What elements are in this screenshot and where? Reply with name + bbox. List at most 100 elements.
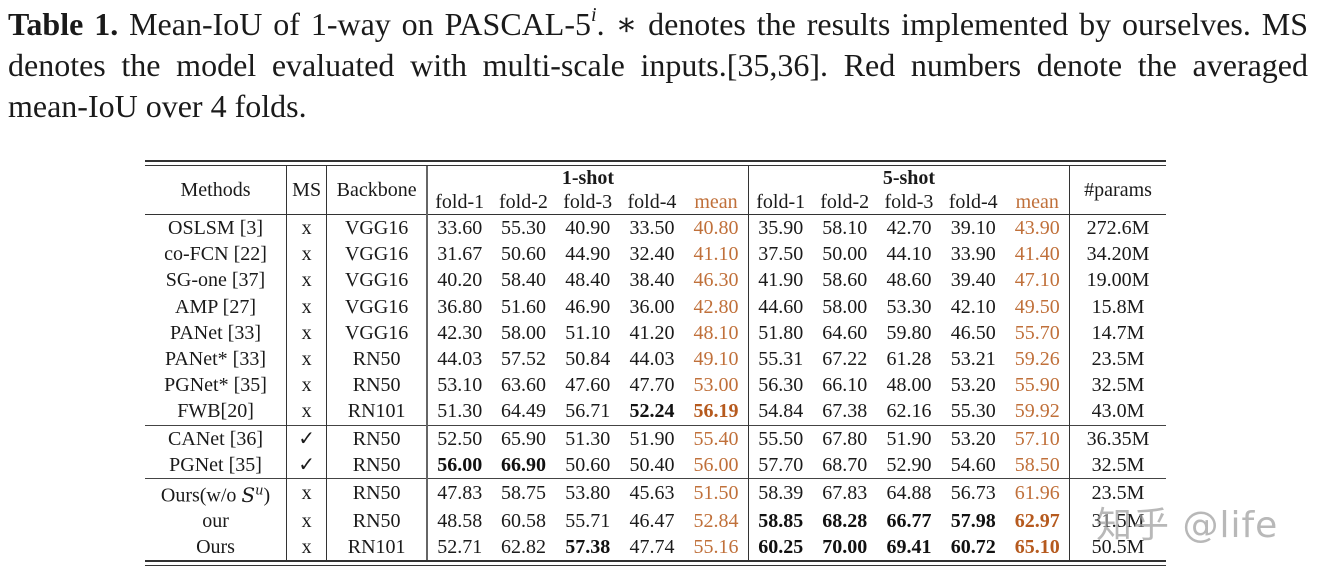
cell-5shot-mean: 47.10 — [1014, 269, 1060, 292]
cell-params: 50.5M — [1069, 533, 1166, 560]
bottom-rule-2 — [145, 564, 1166, 566]
cell-backbone: VGG16 — [326, 293, 428, 320]
caption-label: Table 1. — [8, 6, 119, 42]
cell-1shot-mean: 41.10 — [693, 243, 739, 266]
cell-ms: x — [286, 507, 327, 534]
cell-backbone: VGG16 — [326, 267, 428, 294]
table-row: Ours x RN101 52.71 62.82 57.38 47.74 55.16 60.25… — [145, 533, 1166, 560]
header-1shot-fold-1: fold-1 — [426, 190, 492, 215]
header-params: #params — [1069, 166, 1166, 215]
cell-5shot-fold-3: 48.00 — [886, 374, 932, 397]
cell-1shot-fold-2: 66.90 — [500, 453, 546, 476]
cell-1shot-mean: 46.30 — [693, 269, 739, 292]
cell-5shot-fold-1: 58.85 — [747, 507, 813, 534]
cell-backbone: RN50 — [326, 345, 428, 373]
cell-5shot-fold-1: 58.39 — [747, 477, 813, 508]
cell-5shot-fold-3: 48.60 — [886, 269, 932, 292]
cell-5shot-fold-1: 44.60 — [747, 293, 813, 320]
cell-1shot-mean: 56.19 — [693, 400, 739, 423]
method-text: Ours(w/o — [160, 484, 242, 507]
cell-5shot-fold-1: 35.90 — [747, 214, 813, 242]
cell-5shot-fold-3: 61.28 — [886, 348, 932, 371]
header-1shot-mean: mean — [684, 190, 749, 215]
cell-5shot-fold-3: 69.41 — [886, 535, 932, 558]
header-5shot-fold-4: fold-4 — [941, 190, 1006, 215]
cell-5shot-fold-2: 67.38 — [822, 400, 868, 423]
cell-1shot-fold-3: 40.90 — [565, 217, 611, 240]
cell-ms: x — [286, 241, 327, 268]
cell-5shot-fold-2: 58.10 — [822, 217, 868, 240]
cell-params: 15.8M — [1069, 293, 1166, 320]
table-row: PGNet* [35] x RN50 53.10 63.60 47.60 47.70 53.0… — [145, 372, 1166, 399]
cell-1shot-fold-1: 52.71 — [426, 533, 492, 560]
cell-params: 32.5M — [1069, 372, 1166, 399]
cell-1shot-mean: 42.80 — [693, 295, 739, 318]
cell-method: PANet [33] — [170, 321, 261, 344]
cell-ms: x — [286, 477, 327, 508]
cell-5shot-fold-1: 37.50 — [747, 241, 813, 268]
cell-5shot-fold-1: 56.30 — [747, 372, 813, 399]
cell-1shot-fold-2: 51.60 — [500, 295, 546, 318]
method-math-symbol: Su — [241, 483, 263, 507]
cell-params: 272.6M — [1069, 214, 1166, 242]
table-row: PANet [33] x VGG16 42.30 58.00 51.10 41.20 48.1… — [145, 319, 1166, 346]
cell-1shot-fold-3: 46.90 — [565, 295, 611, 318]
cell-method: Ours(w/o Su) — [145, 477, 287, 508]
header-5shot-fold-2: fold-2 — [812, 190, 877, 215]
cell-ms: ✓ — [286, 451, 327, 479]
cell-1shot-fold-1: 47.83 — [426, 477, 492, 508]
cell-backbone: RN50 — [326, 424, 428, 452]
cell-1shot-fold-4: 47.74 — [629, 535, 675, 558]
cell-5shot-fold-4: 56.73 — [941, 477, 1006, 508]
method-tail: ) — [263, 484, 271, 507]
cell-5shot-fold-2: 67.80 — [812, 424, 877, 452]
cell-params: 23.5M — [1069, 345, 1166, 373]
cell-method: Ours — [196, 535, 235, 558]
cell-method: PGNet* [35] — [164, 374, 267, 397]
header-5-shot: 5-shot — [747, 166, 1070, 190]
cell-1shot-fold-2: 63.60 — [500, 374, 546, 397]
cell-1shot-fold-2: 50.60 — [500, 243, 546, 266]
cell-1shot-fold-4: 45.63 — [619, 477, 685, 508]
cell-backbone: RN101 — [326, 533, 428, 560]
cell-ms: x — [286, 398, 327, 425]
cell-5shot-mean: 55.90 — [1014, 374, 1060, 397]
bottom-rule — [145, 559, 1166, 562]
table-row: OSLSM [3] x VGG16 33.60 55.30 40.90 33.50 40.80… — [145, 214, 1166, 242]
cell-ms: x — [286, 345, 327, 373]
cell-1shot-mean: 55.40 — [684, 424, 749, 452]
cell-1shot-fold-2: 65.90 — [491, 424, 556, 452]
table-row: SG-one [37] x VGG16 40.20 58.40 48.40 38.40 46.… — [145, 267, 1166, 294]
cell-backbone: VGG16 — [326, 319, 428, 346]
cell-1shot-fold-1: 48.58 — [426, 507, 492, 534]
cell-1shot-fold-4: 33.50 — [629, 217, 675, 240]
header-1shot-fold-2: fold-2 — [491, 190, 556, 215]
table-row: CANet [36] ✓ RN50 52.50 65.90 51.30 51.90 55.40… — [145, 424, 1166, 452]
cell-1shot-fold-1: 36.80 — [426, 293, 492, 320]
caption-text-1: Mean-IoU of 1-way on PASCAL-5 — [118, 6, 591, 42]
cell-5shot-mean: 49.50 — [1014, 295, 1060, 318]
cell-1shot-fold-1: 42.30 — [426, 319, 492, 346]
table-body: OSLSM [3] x VGG16 33.60 55.30 40.90 33.50 40.80… — [145, 214, 1166, 560]
header-methods: Methods — [145, 166, 287, 215]
cell-5shot-fold-4: 57.98 — [950, 509, 996, 532]
cell-method: PGNet [35] — [169, 453, 262, 476]
cell-backbone: RN101 — [326, 398, 428, 425]
cell-method: FWB[20] — [177, 400, 254, 423]
math-s: S — [241, 482, 256, 507]
cell-method: SG-one [37] — [165, 269, 266, 292]
cell-5shot-mean: 41.40 — [1014, 243, 1060, 266]
cell-params: 43.0M — [1069, 398, 1166, 425]
cell-1shot-fold-1: 51.30 — [426, 398, 492, 425]
table-caption: Table 1. Mean-IoU of 1-way on PASCAL-5i.… — [8, 4, 1308, 127]
cell-1shot-fold-2: 62.82 — [500, 535, 546, 558]
cell-5shot-fold-3: 66.77 — [886, 509, 932, 532]
cell-5shot-fold-4: 39.10 — [950, 217, 996, 240]
header-1-shot: 1-shot — [426, 166, 749, 190]
cell-1shot-fold-4: 52.24 — [629, 400, 675, 423]
cell-params: 32.5M — [1069, 451, 1166, 479]
cell-1shot-fold-1: 40.20 — [426, 267, 492, 294]
header-1shot-fold-4: fold-4 — [619, 190, 685, 215]
cell-method: PANet* [33] — [165, 348, 266, 371]
cell-5shot-fold-4: 53.21 — [950, 348, 996, 371]
